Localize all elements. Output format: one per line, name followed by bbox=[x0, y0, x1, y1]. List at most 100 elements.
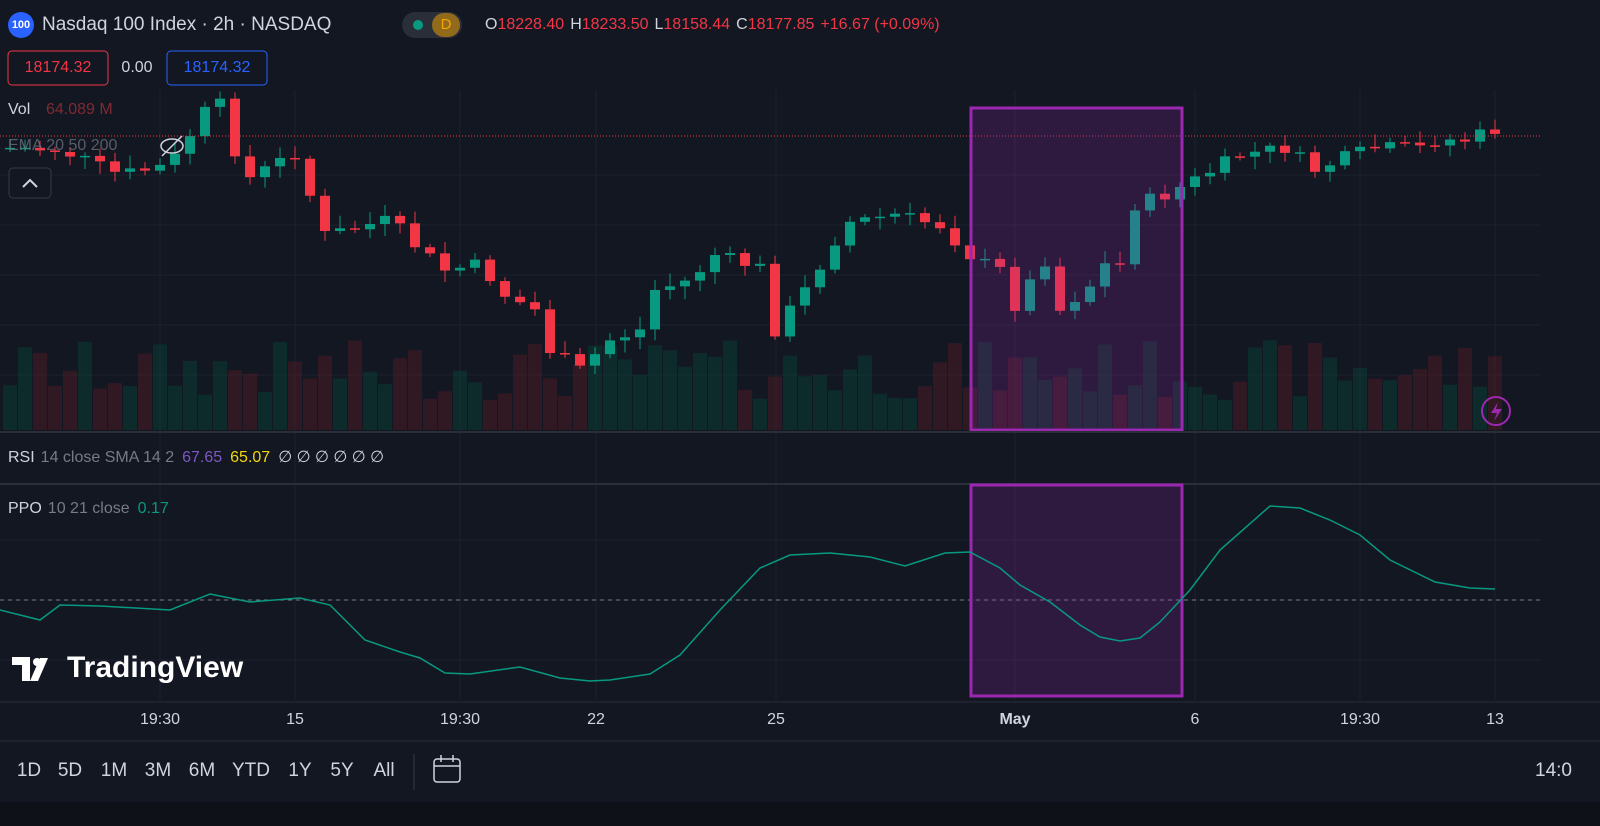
lightning-button[interactable] bbox=[1481, 396, 1511, 426]
candle-body bbox=[455, 267, 465, 271]
candle-body bbox=[845, 221, 855, 246]
volume-bar bbox=[138, 353, 152, 430]
range-button[interactable]: 1D bbox=[17, 760, 41, 781]
volume-bar bbox=[1263, 340, 1277, 430]
footer bbox=[0, 802, 1600, 826]
candle-body bbox=[695, 272, 705, 281]
candle-body bbox=[320, 195, 330, 232]
candle-body bbox=[1220, 156, 1230, 173]
volume-bar bbox=[1113, 394, 1127, 430]
volume-bar bbox=[768, 376, 782, 430]
volume-bar bbox=[843, 369, 857, 430]
volume-bar bbox=[183, 360, 197, 430]
volume-bar bbox=[828, 390, 842, 430]
range-button[interactable]: 5D bbox=[58, 760, 82, 781]
range-button[interactable]: 1Y bbox=[288, 760, 312, 781]
candle-body bbox=[590, 354, 600, 366]
candle-body bbox=[980, 258, 990, 261]
rsi-name: RSI bbox=[8, 449, 35, 466]
flag: D bbox=[441, 16, 452, 33]
range-button[interactable]: 3M bbox=[145, 760, 171, 781]
calendar-button[interactable] bbox=[433, 755, 461, 783]
ppo-name: PPO bbox=[8, 500, 42, 517]
sell-price[interactable]: 18174.32 bbox=[25, 59, 92, 76]
candle-body bbox=[125, 168, 135, 172]
volume-bar bbox=[363, 371, 377, 430]
volume-bar bbox=[888, 398, 902, 430]
candle-body bbox=[1400, 142, 1410, 144]
candle-body bbox=[635, 329, 645, 338]
volume-bar bbox=[993, 390, 1007, 430]
volume-bar bbox=[978, 342, 992, 430]
range-button[interactable]: 6M bbox=[189, 760, 215, 781]
candle-body bbox=[1190, 176, 1200, 187]
volume-bar bbox=[153, 344, 167, 430]
volume-bar bbox=[198, 394, 212, 430]
volume-bar bbox=[393, 358, 407, 430]
volume-bar bbox=[1098, 344, 1112, 430]
candle-body bbox=[470, 259, 480, 268]
candle-body bbox=[95, 155, 105, 162]
volume-bar bbox=[93, 388, 107, 430]
candle-body bbox=[710, 255, 720, 273]
o-value: 18228.40 bbox=[497, 16, 564, 33]
volume-bar bbox=[1068, 368, 1082, 430]
volume-bar bbox=[1023, 357, 1037, 430]
candle-body bbox=[1445, 139, 1455, 146]
volume-bar bbox=[378, 384, 392, 430]
range-button[interactable]: YTD bbox=[232, 760, 270, 781]
candle-body bbox=[680, 280, 690, 287]
collapse-button[interactable] bbox=[8, 167, 52, 199]
volume-bar bbox=[258, 392, 272, 430]
flag-bg bbox=[432, 13, 460, 37]
volume-bar bbox=[228, 370, 242, 430]
candle-body bbox=[170, 153, 180, 165]
candle-body bbox=[1085, 286, 1095, 303]
volume-bar bbox=[438, 391, 452, 430]
candle-body bbox=[1010, 266, 1020, 311]
candle-body bbox=[1025, 279, 1035, 311]
candle-body bbox=[1160, 193, 1170, 200]
volume-bar bbox=[1008, 357, 1022, 430]
spread: 0.00 bbox=[121, 59, 152, 76]
candle-body bbox=[50, 150, 60, 153]
candle-body bbox=[995, 258, 1005, 267]
candle-body bbox=[80, 155, 90, 158]
volume-bar bbox=[1308, 343, 1322, 430]
lightning bbox=[1491, 402, 1502, 421]
vol-value: 64.089 M bbox=[46, 101, 113, 118]
volume-bar bbox=[318, 355, 332, 430]
volume-bar bbox=[483, 399, 497, 430]
volume-bar bbox=[783, 355, 797, 430]
volume-bar bbox=[1083, 391, 1097, 430]
volume-bar bbox=[798, 376, 812, 430]
volume-bar bbox=[48, 385, 62, 430]
candle-body bbox=[650, 289, 660, 330]
time-label: 19:30 bbox=[140, 711, 180, 728]
volume-bar bbox=[543, 378, 557, 430]
candle-body bbox=[275, 157, 285, 167]
range-button[interactable]: 1M bbox=[101, 760, 127, 781]
buy-price[interactable]: 18174.32 bbox=[184, 59, 251, 76]
sell-button[interactable] bbox=[7, 50, 109, 86]
candle-body bbox=[260, 166, 270, 178]
candle-body bbox=[305, 158, 315, 196]
buy-button[interactable] bbox=[166, 50, 268, 86]
volume-bar bbox=[453, 370, 467, 430]
volume-bar bbox=[738, 389, 752, 430]
volume-bar bbox=[573, 363, 587, 430]
candle-body bbox=[230, 98, 240, 157]
range-button[interactable]: All bbox=[373, 760, 394, 781]
watermark-text: TradingView bbox=[67, 651, 244, 684]
volume-bar bbox=[1398, 375, 1412, 430]
candle-body bbox=[1490, 129, 1500, 134]
candle-body bbox=[485, 259, 495, 282]
candle-body bbox=[440, 253, 450, 271]
range-button[interactable]: 5Y bbox=[330, 760, 354, 781]
candle-body bbox=[1040, 266, 1050, 280]
volume-bar bbox=[528, 344, 542, 430]
highlight-box bbox=[969, 106, 1184, 432]
hide-icon[interactable] bbox=[160, 135, 184, 157]
candle-body bbox=[1205, 172, 1215, 177]
